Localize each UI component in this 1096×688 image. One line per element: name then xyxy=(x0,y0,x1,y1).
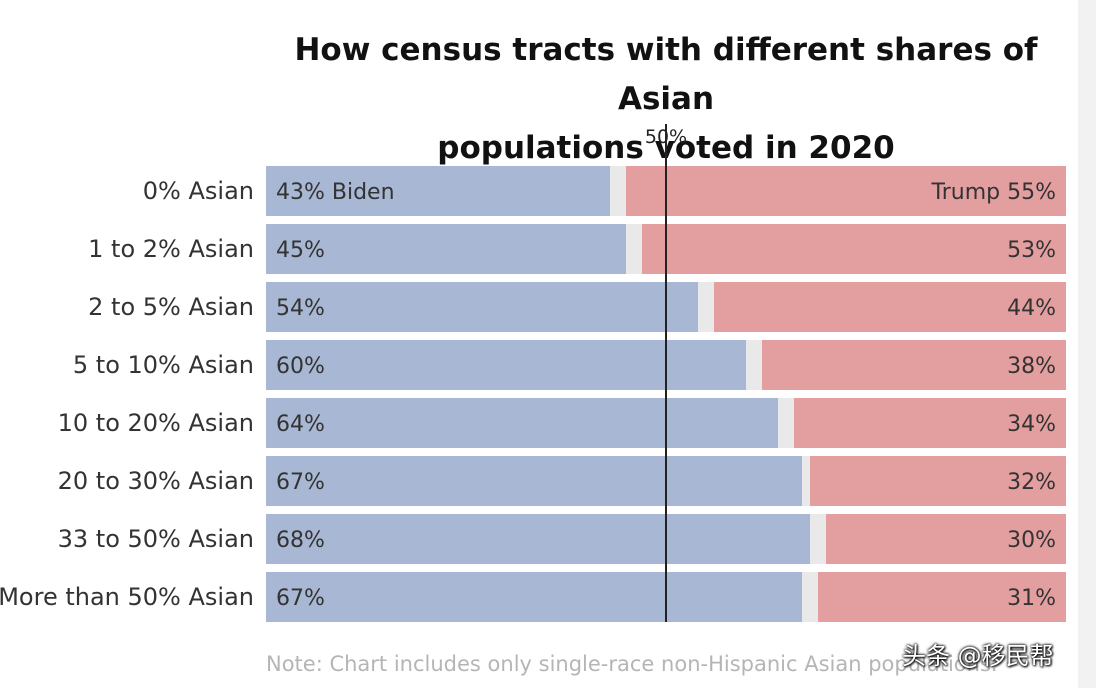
data-label-biden: 68% xyxy=(276,528,325,553)
data-label-biden: 67% xyxy=(276,470,325,495)
bar-biden xyxy=(266,572,802,622)
bar-biden xyxy=(266,224,626,274)
data-label-trump: 38% xyxy=(1007,354,1056,379)
category-label: 0% Asian xyxy=(143,177,254,205)
data-label-biden: 67% xyxy=(276,586,325,611)
category-label: 33 to 50% Asian xyxy=(58,525,254,553)
data-label-biden: 60% xyxy=(276,354,325,379)
category-label: More than 50% Asian xyxy=(0,583,254,611)
bar-other xyxy=(802,572,818,622)
reference-line-label: 50% xyxy=(645,126,687,148)
bar-other xyxy=(746,340,762,390)
bar-other xyxy=(698,282,714,332)
data-label-trump: 44% xyxy=(1007,296,1056,321)
chart-title: How census tracts with different shares … xyxy=(260,26,1072,173)
bar-biden xyxy=(266,340,746,390)
category-label: 2 to 5% Asian xyxy=(88,293,254,321)
data-label-trump: 53% xyxy=(1007,238,1056,263)
data-label-biden: 64% xyxy=(276,412,325,437)
bar-trump xyxy=(642,224,1066,274)
chart-note: Note: Chart includes only single-race no… xyxy=(266,652,998,676)
data-label-trump: 30% xyxy=(1007,528,1056,553)
data-label-biden: 45% xyxy=(276,238,325,263)
bar-biden xyxy=(266,514,810,564)
bar-trump xyxy=(810,456,1066,506)
category-label: 1 to 2% Asian xyxy=(88,235,254,263)
bar-biden xyxy=(266,398,778,448)
page-edge-shade xyxy=(1078,0,1096,688)
bar-other xyxy=(810,514,826,564)
category-label: 20 to 30% Asian xyxy=(58,467,254,495)
bar-trump xyxy=(826,514,1066,564)
category-label: 10 to 20% Asian xyxy=(58,409,254,437)
category-label: 5 to 10% Asian xyxy=(73,351,254,379)
bar-other xyxy=(626,224,642,274)
bar-trump xyxy=(818,572,1066,622)
data-label-trump: Trump 55% xyxy=(931,180,1056,205)
bar-biden xyxy=(266,166,610,216)
bar-biden xyxy=(266,282,698,332)
data-label-biden: 43% Biden xyxy=(276,180,395,205)
bar-trump xyxy=(626,166,1066,216)
bar-trump xyxy=(794,398,1066,448)
bar-other xyxy=(610,166,626,216)
bar-other xyxy=(802,456,810,506)
data-label-trump: 31% xyxy=(1007,586,1056,611)
bar-biden xyxy=(266,456,802,506)
bar-trump xyxy=(714,282,1066,332)
data-label-trump: 34% xyxy=(1007,412,1056,437)
bar-other xyxy=(778,398,794,448)
watermark-text: 头条 @移民帮 xyxy=(902,642,1054,670)
data-label-trump: 32% xyxy=(1007,470,1056,495)
chart-title-line-1: How census tracts with different shares … xyxy=(294,32,1038,117)
bar-trump xyxy=(762,340,1066,390)
data-label-biden: 54% xyxy=(276,296,325,321)
